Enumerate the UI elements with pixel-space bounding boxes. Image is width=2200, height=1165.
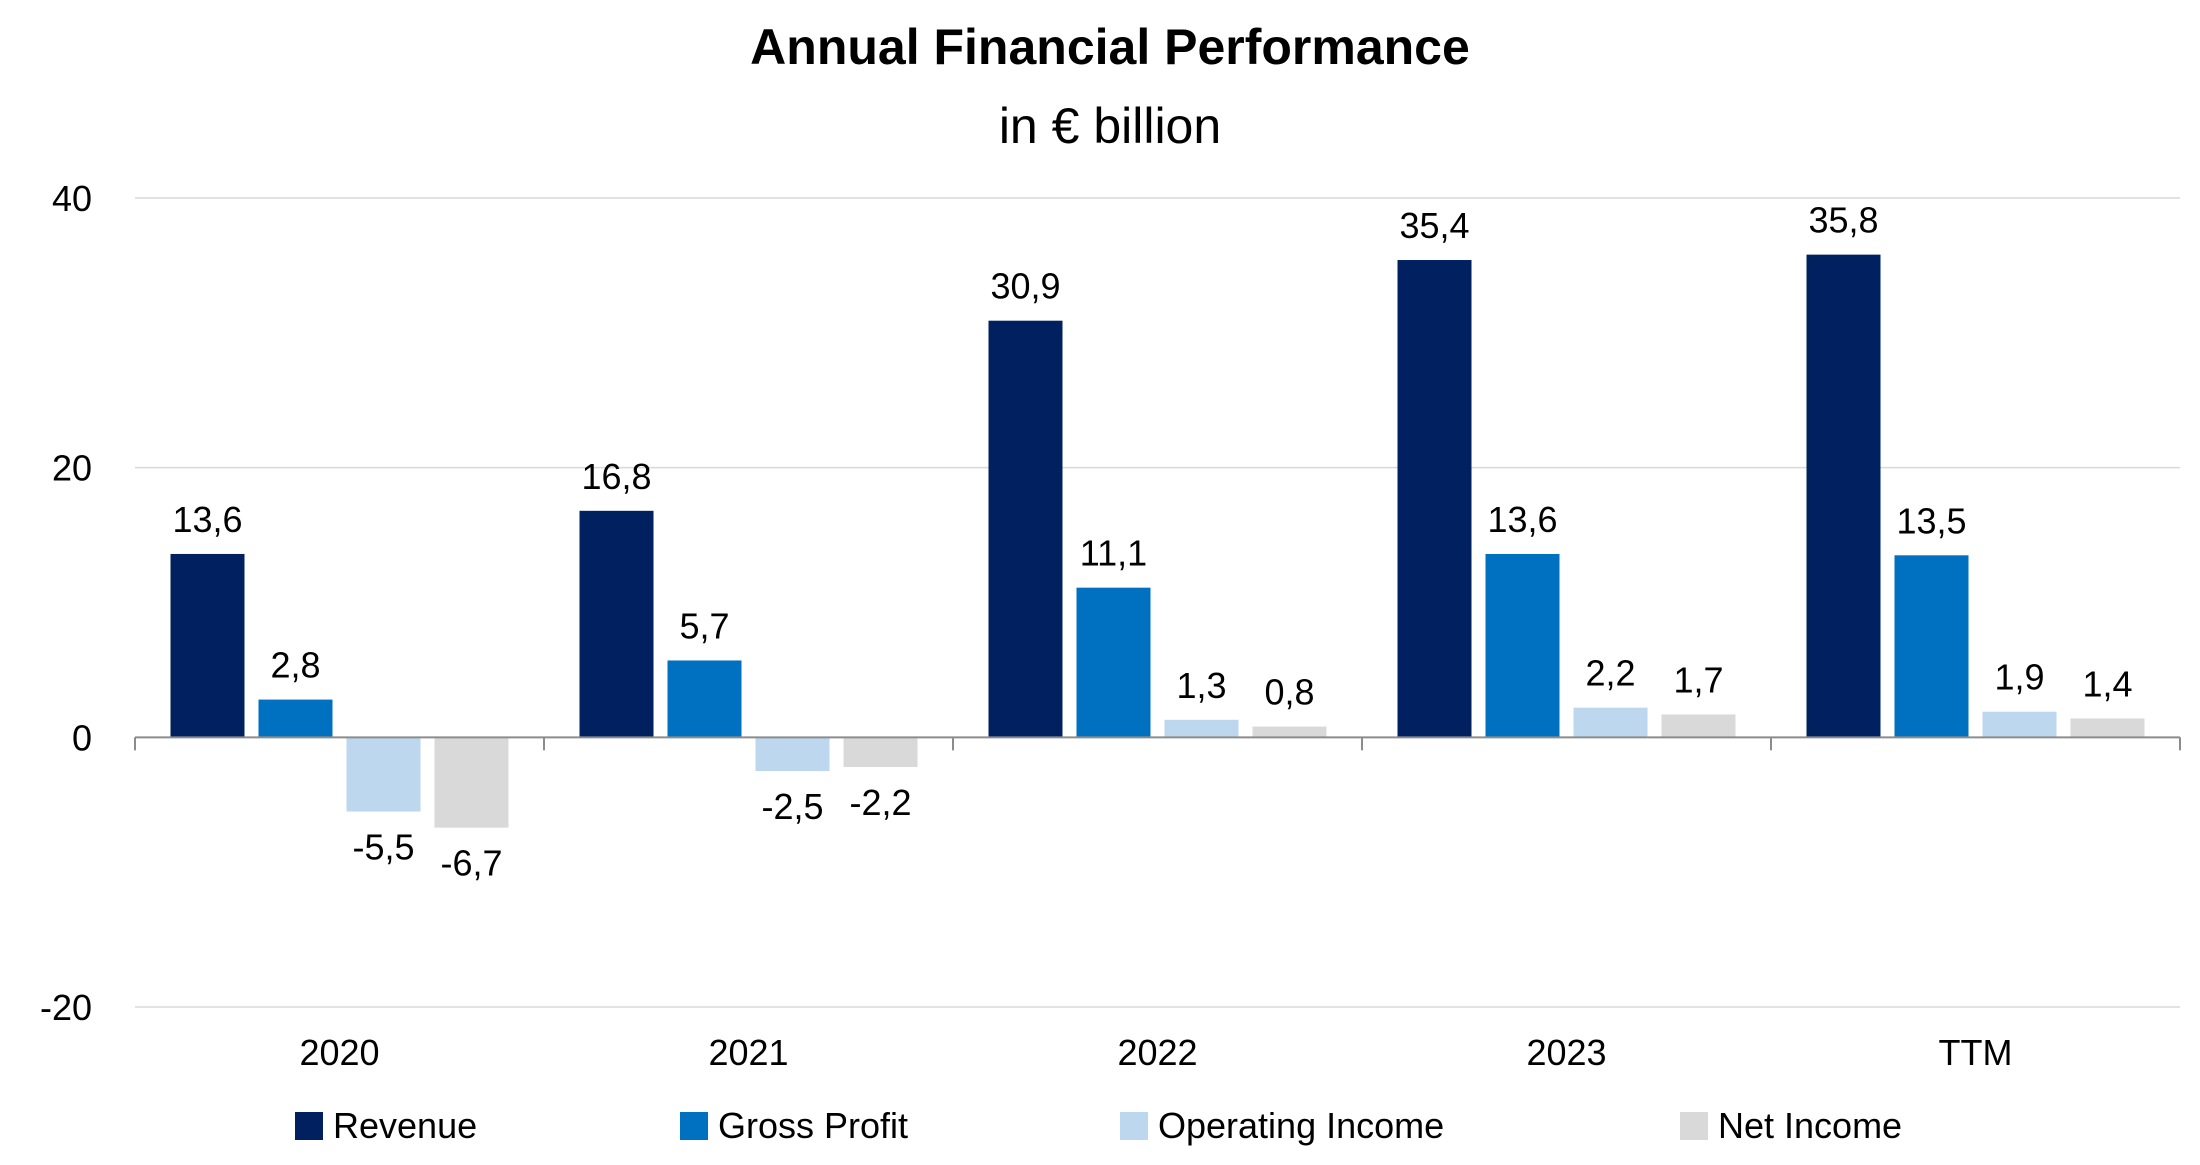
legend-label: Gross Profit [718,1105,908,1146]
data-labels: 13,6 16,8 30,9 35,4 35,8 2,8 5,7 11,1 13,6 13,5 -5… [172,200,2132,884]
x-category-label: 2023 [1526,1032,1606,1073]
bar [1806,254,1881,738]
x-category-label: 2022 [1117,1032,1197,1073]
y-tick-label: 0 [72,717,92,758]
data-label: -2,2 [849,782,911,823]
bar [843,737,918,767]
data-label: 13,6 [1487,499,1557,540]
legend-label: Revenue [333,1105,477,1146]
data-label: 13,6 [172,499,242,540]
data-label: 1,9 [1994,657,2044,698]
data-label: 35,4 [1399,205,1469,246]
axes: -20 0 20 40 2020 2021 2022 2023 TTM [40,178,2181,1073]
bar [1982,711,2057,738]
data-label: 2,2 [1585,653,1635,694]
data-label: 5,7 [679,605,729,646]
bar [1076,587,1151,738]
bar [1397,260,1472,738]
data-label: 16,8 [581,456,651,497]
x-category-label: 2020 [299,1032,379,1073]
data-label: 30,9 [990,266,1060,307]
data-label: 1,3 [1176,665,1226,706]
legend-swatch [680,1112,708,1140]
bar [346,737,421,812]
data-label: 2,8 [270,645,320,686]
bar [579,510,654,738]
bar [1252,726,1327,738]
data-label: 1,7 [1673,659,1723,700]
data-label: 0,8 [1264,672,1314,713]
bar [1164,719,1239,738]
bar [434,737,509,828]
bar [1894,555,1969,738]
y-tick-label: 40 [52,178,92,219]
legend-label: Net Income [1718,1105,1902,1146]
chart-title: Annual Financial Performance [750,19,1470,75]
data-label: 13,5 [1896,500,1966,541]
bar [667,660,742,738]
y-tick-label: -20 [40,987,92,1028]
legend-swatch [1120,1112,1148,1140]
y-tick-label: 20 [52,448,92,489]
data-label: 1,4 [2082,663,2132,704]
x-category-label: 2021 [708,1032,788,1073]
data-label: 35,8 [1808,200,1878,241]
chart-subtitle: in € billion [999,98,1221,154]
legend-swatch [295,1112,323,1140]
legend-label: Operating Income [1158,1105,1444,1146]
legend-swatch [1680,1112,1708,1140]
legend: Revenue Gross Profit Operating Income Net I… [295,1105,1902,1146]
bar [1485,553,1560,738]
data-label: -2,5 [761,786,823,827]
data-label: 11,1 [1080,533,1147,574]
data-label: -5,5 [352,826,414,867]
bars [170,254,2145,828]
bar [755,737,830,772]
bar [2070,718,2145,738]
bar [170,553,245,738]
bar [258,699,333,738]
bar [1661,714,1736,738]
bar [988,320,1063,738]
bar [1573,707,1648,738]
data-label: -6,7 [440,843,502,884]
x-category-label: TTM [1939,1032,2013,1073]
